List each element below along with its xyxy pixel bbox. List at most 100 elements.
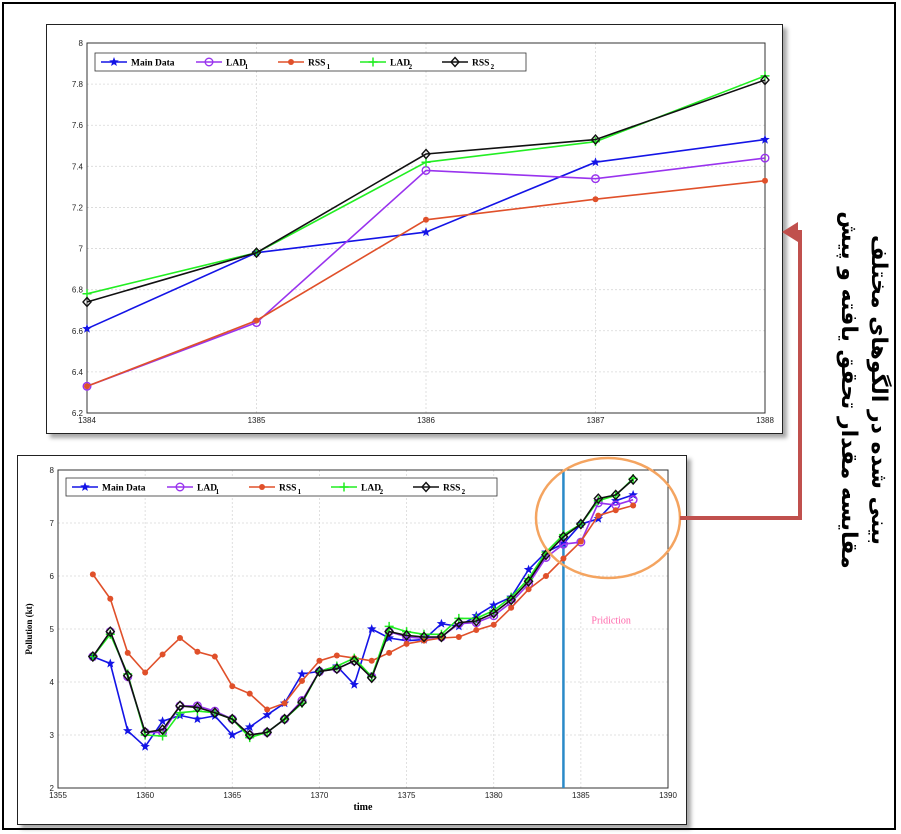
series-markers-main — [88, 489, 638, 751]
data-point-rss1 — [525, 586, 532, 593]
data-point-rss1 — [264, 706, 271, 713]
data-point-rss1 — [246, 690, 253, 697]
chart-panel-bottom: 1355 1360 1365 1370 1375 1380 1385 1390 2 3 4 5 6 7 8 t… — [17, 455, 687, 825]
series-line-lad1 — [92, 498, 634, 736]
data-point-main — [421, 227, 431, 237]
data-point-rss2 — [262, 726, 273, 738]
data-point-rss1 — [253, 317, 260, 324]
y-tick-label: 2 — [50, 784, 55, 793]
x-tick-label: 1385 — [248, 416, 266, 425]
y-tick-label: 8 — [50, 466, 55, 475]
data-point-rss1 — [84, 383, 90, 390]
y-tick-label: 7 — [79, 245, 84, 254]
data-point-main — [523, 564, 534, 574]
legend-label-rss1: RSS — [308, 59, 325, 69]
data-point-rss2 — [523, 575, 534, 587]
data-point-rss2 — [419, 631, 429, 643]
data-point-rss1 — [177, 635, 183, 642]
data-point-rss1 — [211, 653, 218, 660]
y-tick-label: 6.8 — [72, 286, 84, 295]
series-markers-rss1 — [89, 502, 637, 713]
data-point-lad1 — [760, 153, 770, 163]
data-point-rss2 — [105, 626, 116, 638]
legend-label-main: Main Data — [102, 484, 146, 494]
legend-marker-lad2 — [339, 482, 349, 492]
data-point-rss2 — [760, 74, 770, 86]
legend-box — [65, 477, 498, 497]
legend-label-lad1: LAD — [197, 484, 217, 494]
prediction-annotation: Pridiction — [591, 616, 630, 627]
series-markers-rss1 — [84, 177, 768, 390]
legend-marker-rss2 — [421, 481, 431, 493]
y-tick-label: 4 — [50, 678, 55, 687]
caption-line-1: مقایسه مقدار تحقق یافته و پیش — [836, 211, 861, 568]
y-tick-label: 6.2 — [72, 409, 84, 418]
data-point-rss2 — [506, 594, 517, 606]
legend-label-lad2: LAD — [361, 484, 381, 494]
legend-label-main: Main Data — [131, 59, 175, 69]
data-point-rss2 — [297, 696, 307, 708]
legend-label-rss2: RSS — [443, 484, 460, 494]
series-line-lad2 — [92, 477, 634, 739]
x-tick-label: 1365 — [223, 791, 241, 800]
data-point-rss1 — [543, 573, 549, 579]
legend-label-lad2: LAD — [390, 59, 410, 69]
plot-area — [86, 42, 766, 414]
y-axis-label: Pollution (kt) — [24, 603, 34, 654]
data-point-rss2 — [227, 713, 238, 725]
x-tick-label: 1387 — [587, 416, 605, 425]
data-point-rss1 — [124, 649, 131, 656]
data-point-main — [82, 323, 92, 333]
data-point-rss1 — [592, 196, 599, 203]
legend-marker-rss2 — [450, 56, 460, 68]
data-point-rss2 — [384, 626, 395, 638]
caption: مقایسه مقدار تحقق یافته و پیش بینی شده د… — [836, 211, 893, 568]
data-point-rss2 — [279, 713, 290, 725]
data-point-main — [436, 618, 447, 628]
y-tick-label: 3 — [50, 731, 55, 740]
y-tick-label: 7.4 — [72, 162, 84, 171]
data-point-rss2 — [453, 617, 464, 629]
y-tick-label: 6.6 — [72, 327, 84, 336]
data-point-rss1 — [403, 640, 410, 647]
data-point-rss2 — [244, 729, 255, 741]
data-point-rss2 — [331, 663, 342, 675]
series-line-lad1 — [86, 157, 766, 388]
data-point-main — [367, 624, 377, 633]
data-point-main — [454, 621, 464, 631]
data-point-rss2 — [366, 672, 377, 684]
data-point-rss1 — [762, 177, 768, 184]
legend-marker-main — [109, 57, 119, 66]
y-tick-label: 6 — [50, 572, 55, 581]
legend-subscript-rss2: 2 — [462, 488, 466, 496]
data-point-rss1 — [89, 571, 96, 578]
chart-top: 1384 1385 1386 1387 1388 6.2 6.4 6.6 6.8 7 7.2 7.4 7… — [72, 39, 775, 425]
x-tick-label: 1388 — [756, 416, 774, 425]
data-point-rss1 — [142, 669, 149, 676]
series-line-rss2 — [92, 478, 634, 736]
data-point-rss1 — [299, 677, 305, 684]
data-point-rss1 — [281, 700, 288, 707]
legend-subscript-lad1: 1 — [216, 488, 220, 496]
x-tick-label: 1370 — [311, 791, 329, 800]
data-point-rss1 — [194, 648, 201, 655]
data-point-rss2 — [471, 615, 482, 627]
data-point-rss2 — [82, 296, 92, 308]
legend-marker-main — [80, 482, 90, 491]
legend-box — [94, 52, 527, 72]
data-point-rss1 — [386, 649, 393, 656]
legend-subscript-lad2: 2 — [409, 63, 413, 71]
y-tick-label: 7.8 — [72, 80, 84, 89]
data-point-rss1 — [316, 657, 323, 664]
data-point-rss2 — [192, 701, 203, 713]
data-point-main — [489, 600, 499, 610]
data-point-rss1 — [159, 651, 166, 658]
legend-subscript-lad2: 2 — [380, 488, 384, 496]
data-point-rss2 — [401, 629, 412, 641]
data-point-rss2 — [488, 607, 499, 619]
series-markers-lad1 — [88, 495, 638, 740]
data-point-lad2 — [158, 731, 168, 741]
legend-marker-lad1 — [175, 482, 185, 492]
chart-bottom: 1355 1360 1365 1370 1375 1380 1385 1390 2 3 4 5 6 7 8 t… — [24, 466, 677, 813]
